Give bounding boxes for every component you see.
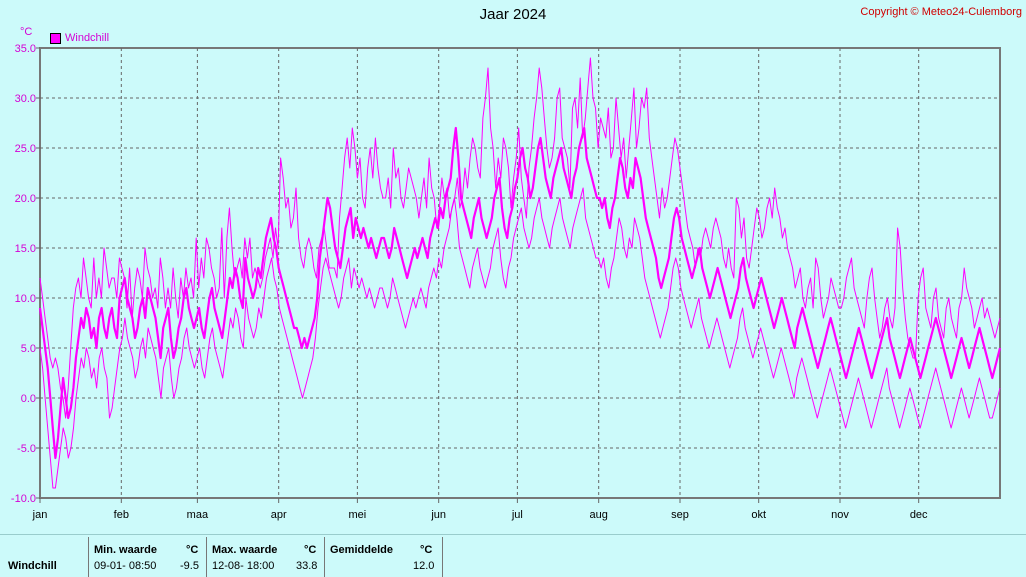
x-tick-label: feb — [114, 509, 129, 521]
x-tick-label: sep — [671, 509, 689, 521]
min-unit: °C — [186, 544, 199, 556]
x-axis-ticks: jan feb maa apr mei jun jul aug sep okt nov dec — [32, 498, 928, 521]
windchill-range-line — [39, 187, 1001, 489]
y-tick-label: 35.0 — [15, 43, 36, 55]
x-tick-label: nov — [831, 509, 849, 521]
legend-label: Windchill — [65, 32, 110, 44]
avg-header: Gemiddelde — [330, 544, 393, 556]
copyright-text: Copyright © Meteo24-Culemborg — [860, 6, 1022, 18]
x-tick-label: okt — [751, 509, 766, 521]
series-lines — [38, 57, 1002, 489]
grid-lines — [40, 48, 1000, 498]
legend: Windchill — [50, 32, 109, 44]
x-tick-label: jan — [32, 509, 48, 521]
x-tick-label: maa — [187, 509, 209, 521]
min-timestamp: 09-01- 08:50 — [94, 560, 157, 572]
min-value: -9.5 — [180, 560, 199, 572]
y-tick-label: 10.0 — [15, 293, 36, 305]
stats-divider — [324, 537, 325, 577]
avg-value: 12.0 — [413, 560, 435, 572]
x-tick-label: jun — [430, 509, 446, 521]
windchill-range-line — [39, 57, 1001, 419]
y-axis-unit: °C — [20, 26, 33, 38]
windchill-mean-line — [38, 126, 1002, 460]
y-tick-label: -5.0 — [17, 443, 36, 455]
y-tick-label: 25.0 — [15, 143, 36, 155]
stats-divider — [206, 537, 207, 577]
stats-divider — [88, 537, 89, 577]
max-header: Max. waarde — [212, 544, 278, 556]
x-tick-label: jul — [511, 509, 523, 521]
y-tick-label: 15.0 — [15, 243, 36, 255]
max-value: 33.8 — [296, 560, 318, 572]
x-tick-label: aug — [590, 509, 608, 521]
max-timestamp: 12-08- 18:00 — [212, 560, 275, 572]
stats-panel: Windchill Min. waarde °C 09-01- 08:50 -9… — [0, 534, 1026, 577]
x-tick-label: mei — [349, 509, 367, 521]
y-tick-label: -10.0 — [11, 493, 36, 505]
y-tick-label: 20.0 — [15, 193, 36, 205]
y-axis-ticks: -10.0 -5.0 0.0 5.0 10.0 15.0 20.0 25.0 30.0 35.0 — [11, 43, 40, 505]
y-tick-label: 0.0 — [21, 393, 36, 405]
stats-divider — [442, 537, 443, 577]
y-tick-label: 5.0 — [21, 343, 36, 355]
plot-area — [39, 47, 1001, 499]
chart-title: Jaar 2024 — [479, 6, 547, 23]
x-tick-label: apr — [271, 509, 287, 521]
stats-row-label: Windchill — [8, 560, 57, 572]
avg-unit: °C — [420, 544, 433, 556]
max-unit: °C — [304, 544, 317, 556]
y-tick-label: 30.0 — [15, 93, 36, 105]
legend-swatch — [50, 32, 61, 44]
x-tick-label: dec — [910, 509, 928, 521]
min-header: Min. waarde — [94, 544, 157, 556]
